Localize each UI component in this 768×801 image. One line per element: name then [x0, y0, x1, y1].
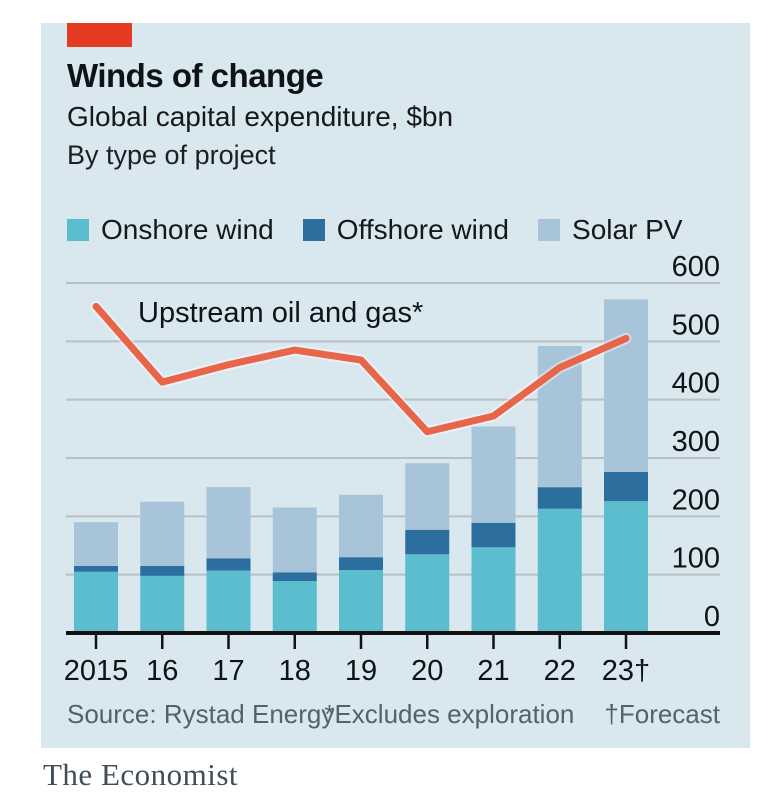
line-upstream-oil-and-gas — [92, 302, 630, 436]
x-axis-label-20: 20 — [411, 655, 443, 687]
bar-segment-offshore-wind-2015 — [74, 565, 118, 572]
bar-segment-offshore-wind-21 — [471, 522, 516, 548]
y-axis-tick-label-400: 400 — [672, 368, 720, 400]
y-axis-tick-label-100: 100 — [672, 543, 720, 575]
legend-item-solar-pv: Solar PV — [538, 214, 683, 246]
x-axis-label-22: 22 — [544, 655, 576, 687]
economist-red-tab — [67, 23, 132, 47]
footnote-excludes-exploration: *Excludes exploration — [324, 699, 575, 729]
x-axis-label-2015: 2015 — [64, 655, 129, 687]
bar-segment-offshore-wind-19 — [339, 557, 383, 570]
y-axis-tick-label-600: 600 — [672, 251, 720, 283]
y-axis-tick-label-300: 300 — [672, 426, 720, 458]
bar-segment-onshore-wind-21 — [471, 547, 516, 633]
bar-segment-offshore-wind-16 — [140, 565, 185, 576]
footnote-forecast: †Forecast — [604, 699, 720, 729]
bar-segment-offshore-wind-22 — [537, 487, 582, 509]
bar-segment-offshore-wind-18 — [272, 572, 317, 582]
legend-label: Onshore wind — [101, 214, 274, 245]
bar-segment-onshore-wind-22 — [537, 508, 582, 633]
x-axis-label-21: 21 — [477, 655, 509, 687]
bar-segment-onshore-wind-23 — [604, 501, 648, 633]
x-axis-label-18: 18 — [279, 655, 311, 687]
x-axis-label-23: 23† — [602, 655, 650, 687]
the-economist-logo: The Economist — [43, 757, 239, 792]
legend-label: Solar PV — [572, 214, 683, 245]
y-axis-tick-label-500: 500 — [672, 309, 720, 341]
bar-segment-onshore-wind-18 — [272, 581, 317, 633]
bar-segment-offshore-wind-23 — [604, 472, 648, 502]
bar-segment-onshore-wind-20 — [405, 554, 450, 633]
bar-segment-solar-pv-16 — [140, 501, 185, 566]
y-axis-tick-label-200: 200 — [672, 484, 720, 516]
upstream-oil-gas-line-label: Upstream oil and gas* — [138, 297, 424, 329]
offshore-wind-swatch-icon — [302, 219, 325, 241]
chart-subtitle-2: By type of project — [67, 140, 276, 170]
y-axis-tick-label-0: 0 — [704, 601, 720, 633]
bar-segment-solar-pv-17 — [206, 487, 251, 559]
footnotes: *Excludes exploration †Forecast — [324, 699, 720, 730]
x-axis-label-19: 19 — [345, 655, 377, 687]
legend-label: Offshore wind — [336, 214, 510, 245]
bar-segment-offshore-wind-17 — [206, 558, 251, 571]
legend-item-onshore-wind: Onshore wind — [67, 214, 274, 246]
bar-segment-offshore-wind-20 — [405, 529, 450, 555]
bar-segment-solar-pv-19 — [339, 494, 383, 558]
source-note: Source: Rystad Energy — [67, 699, 335, 729]
legend-item-offshore-wind: Offshore wind — [302, 214, 510, 246]
bar-segment-onshore-wind-16 — [140, 575, 185, 633]
legend: Onshore wind Offshore wind Solar PV — [67, 214, 683, 246]
x-axis-label-17: 17 — [212, 655, 244, 687]
chart-subtitle: Global capital expenditure, $bn — [67, 101, 454, 132]
bar-segment-solar-pv-23 — [604, 299, 648, 472]
bar-segment-solar-pv-20 — [405, 463, 450, 530]
solar-pv-swatch-icon — [538, 219, 561, 241]
bar-segment-solar-pv-2015 — [74, 522, 118, 566]
onshore-wind-swatch-icon — [67, 219, 89, 241]
x-axis-label-16: 16 — [146, 655, 178, 687]
page-title: Winds of change — [67, 57, 324, 94]
bar-segment-solar-pv-18 — [272, 507, 317, 573]
bar-segment-onshore-wind-17 — [206, 570, 251, 633]
bar-segment-onshore-wind-19 — [339, 570, 383, 633]
bar-segment-solar-pv-21 — [471, 426, 516, 523]
bar-segment-onshore-wind-2015 — [74, 571, 118, 633]
